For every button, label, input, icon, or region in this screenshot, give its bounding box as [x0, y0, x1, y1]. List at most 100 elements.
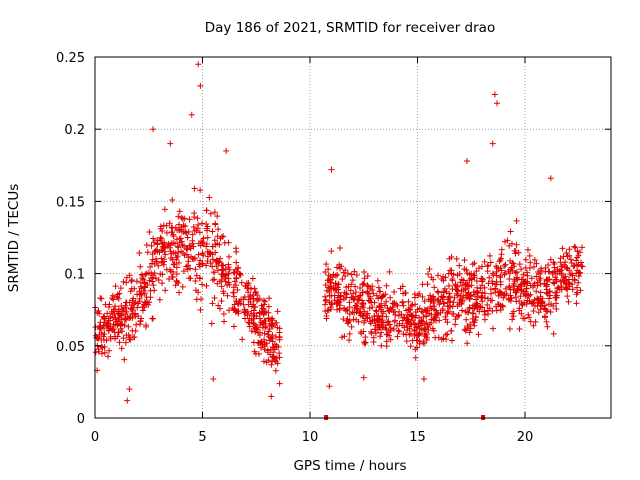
- data-point: [130, 295, 137, 302]
- data-point: [230, 323, 237, 330]
- data-point: [459, 295, 466, 302]
- data-point: [579, 263, 586, 270]
- data-point: [276, 333, 283, 340]
- data-point: [231, 270, 238, 277]
- data-point: [368, 299, 375, 306]
- data-point: [567, 256, 574, 263]
- data-point: [428, 319, 435, 326]
- data-point: [256, 295, 263, 302]
- data-point: [143, 294, 150, 301]
- data-point: [373, 292, 380, 299]
- data-point: [215, 226, 222, 233]
- data-point: [448, 327, 455, 334]
- data-point: [408, 302, 415, 309]
- data-point: [564, 253, 571, 260]
- data-point: [484, 301, 491, 308]
- data-point: [256, 310, 263, 317]
- data-point: [238, 279, 245, 286]
- data-point: [469, 261, 476, 268]
- data-point: [443, 288, 450, 295]
- data-point: [377, 288, 384, 295]
- data-point: [139, 275, 146, 282]
- x-tick-label: 5: [198, 430, 206, 445]
- data-point: [383, 282, 390, 289]
- data-point: [363, 312, 370, 319]
- data-point: [378, 320, 385, 327]
- data-point: [547, 175, 554, 182]
- data-point: [407, 343, 414, 350]
- data-point: [110, 306, 117, 313]
- data-point: [373, 307, 380, 314]
- data-point: [150, 126, 157, 133]
- data-point: [349, 277, 356, 284]
- data-point: [225, 307, 232, 314]
- data-point: [174, 243, 181, 250]
- data-point: [501, 262, 508, 269]
- data-point: [173, 277, 180, 284]
- data-point: [133, 321, 140, 328]
- data-point: [544, 281, 551, 288]
- data-point: [360, 300, 367, 307]
- data-point: [154, 237, 161, 244]
- data-point: [420, 376, 427, 383]
- data-point: [558, 267, 565, 274]
- data-point: [544, 323, 551, 330]
- data-point: [199, 220, 206, 227]
- data-point: [467, 325, 474, 332]
- data-point: [218, 283, 225, 290]
- data-point: [566, 246, 573, 253]
- data-point: [237, 270, 244, 277]
- data-point: [431, 314, 438, 321]
- data-point: [265, 357, 272, 364]
- data-point: [121, 356, 128, 363]
- data-point: [194, 225, 201, 232]
- data-point: [409, 337, 416, 344]
- data-point: [343, 284, 350, 291]
- data-point: [346, 317, 353, 324]
- data-point: [274, 360, 281, 367]
- data-point: [96, 310, 103, 317]
- data-point: [266, 295, 273, 302]
- data-point: [434, 312, 441, 319]
- data-point: [339, 276, 346, 283]
- data-point: [111, 329, 118, 336]
- data-point: [497, 257, 504, 264]
- data-point: [126, 386, 133, 393]
- data-point: [103, 321, 110, 328]
- data-point: [240, 301, 247, 308]
- data-point: [331, 292, 338, 299]
- data-point: [519, 302, 526, 309]
- data-point: [146, 228, 153, 235]
- data-point: [553, 294, 560, 301]
- data-point: [150, 235, 157, 242]
- data-point: [233, 259, 240, 266]
- data-point: [545, 262, 552, 269]
- data-point: [142, 322, 149, 329]
- data-point: [200, 235, 207, 242]
- data-point: [370, 290, 377, 297]
- data-point: [221, 239, 228, 246]
- data-point: [232, 309, 239, 316]
- data-point: [128, 305, 135, 312]
- data-point: [468, 276, 475, 283]
- data-point: [439, 307, 446, 314]
- data-point: [513, 268, 520, 275]
- data-point: [387, 324, 394, 331]
- data-point: [261, 330, 268, 337]
- data-point: [501, 291, 508, 298]
- data-point: [552, 268, 559, 275]
- data-point: [268, 361, 275, 368]
- data-point: [517, 293, 524, 300]
- data-point: [197, 306, 204, 313]
- data-point: [99, 350, 106, 357]
- data-point: [323, 261, 330, 268]
- data-point: [557, 255, 564, 262]
- data-point: [332, 280, 339, 287]
- data-point: [112, 303, 119, 310]
- data-point: [457, 293, 464, 300]
- data-point: [444, 331, 451, 338]
- data-point: [153, 258, 160, 265]
- data-point: [539, 300, 546, 307]
- data-point: [220, 290, 227, 297]
- data-point: [269, 358, 276, 365]
